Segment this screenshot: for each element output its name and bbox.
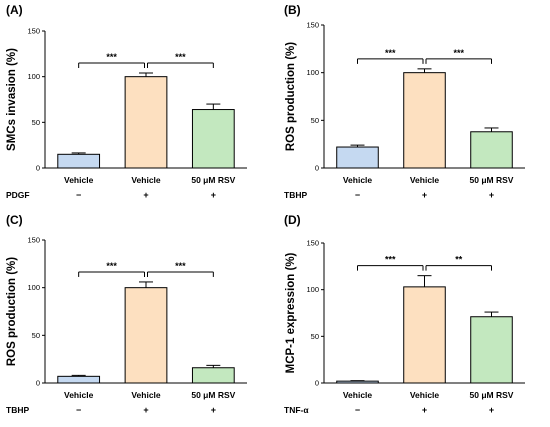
y-axis-title: ROS production (%) <box>285 42 297 151</box>
bar-1 <box>336 380 379 384</box>
y-tick-label: 0 <box>315 164 319 173</box>
x-category-label: Vehicle <box>410 390 440 400</box>
treatment-name: TNF-α <box>284 405 309 415</box>
panel-b: (B) ROS production (%) 0 50 100 150 Vehicle − Ve… <box>284 3 525 200</box>
x-category-label: Vehicle <box>343 175 373 185</box>
y-axis-title: ROS production (%) <box>6 257 18 366</box>
bar-3 <box>191 109 235 169</box>
significance-label: *** <box>106 52 117 62</box>
significance-label: *** <box>453 48 464 58</box>
y-tick-label: 50 <box>32 331 40 340</box>
y-axis-title: MCP-1 expression (%) <box>285 252 297 373</box>
treatment-mark: + <box>211 190 216 200</box>
x-category-label: Vehicle <box>343 390 373 400</box>
panel-d: (D) MCP-1 expression (%) 0 50 100 150 Vehicle −… <box>284 213 525 415</box>
treatment-mark: + <box>489 405 494 415</box>
y-axis-title: SMCs invasion (%) <box>6 48 18 151</box>
treatment-mark: + <box>143 190 148 200</box>
panel-label: (A) <box>6 3 23 17</box>
y-tick-label: 50 <box>311 116 319 125</box>
treatment-mark: + <box>422 190 427 200</box>
treatment-mark: + <box>211 405 216 415</box>
y-tick-label: 150 <box>306 239 319 248</box>
treatment-mark: + <box>143 405 148 415</box>
treatment-mark: − <box>355 190 360 200</box>
x-category-label: 50 μM RSV <box>191 390 235 400</box>
bar-2 <box>403 72 446 169</box>
x-category-label: 50 μM RSV <box>191 175 235 185</box>
y-tick-label: 100 <box>306 68 319 77</box>
y-tick-label: 150 <box>27 27 40 36</box>
significance-label: ** <box>455 255 463 265</box>
significance-label: *** <box>106 261 117 271</box>
y-tick-label: 0 <box>315 379 319 388</box>
x-category-label: Vehicle <box>64 175 94 185</box>
x-category-label: Vehicle <box>131 175 161 185</box>
bar-1 <box>57 375 101 384</box>
x-category-label: 50 μM RSV <box>470 175 514 185</box>
bar-2 <box>124 287 168 384</box>
treatment-mark: − <box>76 190 81 200</box>
y-tick-label: 50 <box>32 118 40 127</box>
y-tick-label: 50 <box>311 332 319 341</box>
treatment-name: TBHP <box>6 405 29 415</box>
treatment-name: PDGF <box>6 190 30 200</box>
x-category-label: 50 μM RSV <box>470 390 514 400</box>
bar-3 <box>191 367 235 384</box>
y-tick-label: 0 <box>36 379 40 388</box>
x-category-label: Vehicle <box>131 390 161 400</box>
treatment-mark: − <box>76 405 81 415</box>
significance-label: *** <box>175 261 186 271</box>
treatment-name: TBHP <box>284 190 307 200</box>
bar-1 <box>57 153 101 169</box>
bar-3 <box>470 131 513 169</box>
bar-1 <box>336 146 379 169</box>
treatment-mark: + <box>422 405 427 415</box>
x-category-label: Vehicle <box>64 390 94 400</box>
significance-label: *** <box>175 52 186 62</box>
significance-label: *** <box>385 255 396 265</box>
y-tick-label: 0 <box>36 164 40 173</box>
panel-label: (D) <box>284 213 301 227</box>
panel-a: (A) SMCs invasion (%) 0 50 100 150 Vehicle − Veh… <box>6 3 247 200</box>
y-tick-label: 150 <box>27 236 40 245</box>
panel-label: (B) <box>284 3 301 17</box>
panel-label: (C) <box>6 213 23 227</box>
y-tick-label: 100 <box>27 283 40 292</box>
bar-3 <box>470 316 513 384</box>
treatment-mark: − <box>355 405 360 415</box>
x-category-label: Vehicle <box>410 175 440 185</box>
bar-2 <box>403 286 446 384</box>
y-tick-label: 100 <box>306 285 319 294</box>
bar-2 <box>124 76 168 169</box>
treatment-mark: + <box>489 190 494 200</box>
significance-label: *** <box>385 48 396 58</box>
y-tick-label: 100 <box>27 72 40 81</box>
y-tick-label: 150 <box>306 21 319 30</box>
panel-c: (C) ROS production (%) 0 50 100 150 Vehicle − Ve… <box>6 213 247 415</box>
